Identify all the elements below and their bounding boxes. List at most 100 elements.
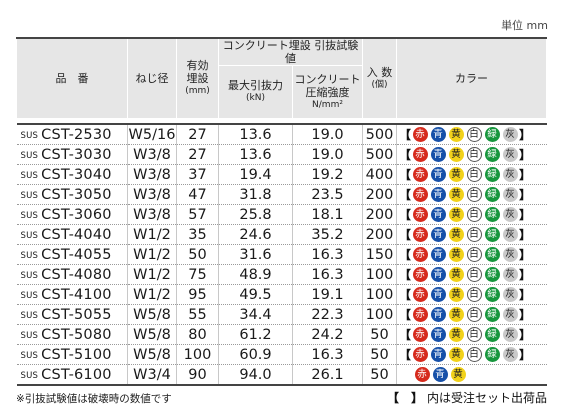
thread-cell: W1/2	[127, 264, 177, 285]
color-chip-green: 緑	[484, 127, 500, 142]
max-pull-cell: 34.4	[218, 304, 293, 325]
model-number: CST-4080	[41, 266, 112, 283]
model-cell: SUS CST-3030	[16, 144, 128, 165]
model-number: CST-3040	[41, 166, 112, 183]
max-pull-cell: 31.6	[218, 244, 293, 265]
color-chip-gray: 灰	[502, 247, 518, 262]
color-chip-yellow: 黄	[448, 207, 464, 222]
footnote-set-shipment-text: 内は受注セット出荷品	[426, 391, 547, 405]
color-chip-white: 白	[466, 347, 482, 362]
quantity-cell: 200	[362, 184, 397, 205]
color-chip-green: 緑	[484, 267, 500, 282]
model-number: CST-3050	[41, 186, 112, 203]
table-row: SUS CST-6100 W3/4 90 94.0 26.1 50 赤青黄	[16, 364, 547, 386]
color-chip-gray: 灰	[502, 307, 518, 322]
color-cell: 【赤青黄白緑灰】	[396, 344, 547, 365]
material-prefix: SUS	[20, 130, 39, 141]
header-model: 品 番	[16, 37, 128, 119]
depth-cell: 27	[176, 144, 219, 165]
color-chip-red: 赤	[412, 327, 428, 342]
strength-cell: 22.3	[292, 304, 363, 325]
footnote-bracket: 【 】	[386, 391, 423, 405]
thread-cell: W1/2	[127, 224, 177, 245]
color-chip-red: 赤	[412, 347, 428, 362]
material-prefix: SUS	[20, 170, 39, 181]
color-chip-gray: 灰	[502, 147, 518, 162]
color-chip-red: 赤	[412, 167, 428, 182]
color-chip-white: 白	[466, 307, 482, 322]
color-chip-green: 緑	[484, 147, 500, 162]
strength-cell: 19.2	[292, 164, 363, 185]
table-row: SUS CST-2530 W5/16 27 13.6 19.0 500 【赤青黄白緑灰】	[16, 124, 547, 145]
color-chip-blue: 青	[430, 307, 446, 322]
thread-cell: W3/8	[127, 144, 177, 165]
color-chip-blue: 青	[430, 267, 446, 282]
material-prefix: SUS	[20, 330, 39, 341]
max-pull-cell: 61.2	[218, 324, 293, 345]
bracket-open: 【	[399, 308, 412, 322]
model-cell: SUS CST-6100	[16, 364, 128, 386]
header-concrete-strength-line3: N/mm²	[312, 99, 343, 110]
header-concrete-strength: コンクリート 圧縮強度 N/mm²	[292, 65, 363, 119]
header-concrete-strength-line2: 圧縮強度	[305, 85, 350, 99]
material-prefix: SUS	[20, 230, 39, 241]
header-quantity-line2: (個)	[371, 79, 388, 90]
depth-cell: 95	[176, 284, 219, 305]
bracket-open: 【	[399, 188, 412, 202]
header-embed-depth: 有効 埋設 (mm)	[176, 37, 219, 119]
color-chip-green: 緑	[484, 287, 500, 302]
color-chip-yellow: 黄	[448, 307, 464, 322]
color-chip-green: 緑	[484, 187, 500, 202]
model-cell: SUS CST-5100	[16, 344, 128, 365]
header-quantity: 入 数 (個)	[362, 37, 397, 119]
bracket-open: 【	[399, 208, 412, 222]
color-chip-yellow: 黄	[448, 167, 464, 182]
model-number: CST-2530	[41, 126, 112, 143]
color-chip-blue: 青	[430, 167, 446, 182]
color-chip-white: 白	[466, 147, 482, 162]
bracket-close: 】	[519, 288, 532, 302]
quantity-cell: 500	[362, 124, 397, 145]
max-pull-cell: 48.9	[218, 264, 293, 285]
max-pull-cell: 13.6	[218, 124, 293, 145]
strength-cell: 19.0	[292, 144, 363, 165]
color-chip-yellow: 黄	[448, 187, 464, 202]
max-pull-cell: 19.4	[218, 164, 293, 185]
color-chip-blue: 青	[430, 147, 446, 162]
color-chip-gray: 灰	[502, 267, 518, 282]
thread-cell: W3/8	[127, 164, 177, 185]
color-chip-green: 緑	[484, 227, 500, 242]
model-cell: SUS CST-3040	[16, 164, 128, 185]
max-pull-cell: 94.0	[218, 364, 293, 386]
material-prefix: SUS	[20, 370, 39, 381]
header-max-pull-line1: 最大引抜力	[228, 79, 283, 92]
color-chip-white: 白	[466, 267, 482, 282]
color-chip-blue: 青	[430, 207, 446, 222]
quantity-cell: 50	[362, 324, 397, 345]
quantity-cell: 50	[362, 364, 397, 386]
strength-cell: 35.2	[292, 224, 363, 245]
color-cell: 【赤青黄白緑灰】	[396, 264, 547, 285]
table-row: SUS CST-4100 W1/2 95 49.5 19.1 100 【赤青黄白緑灰】	[16, 284, 547, 305]
bracket-close: 】	[519, 128, 532, 142]
color-chip-yellow: 黄	[448, 327, 464, 342]
color-chip-gray: 灰	[502, 187, 518, 202]
strength-cell: 18.1	[292, 204, 363, 225]
model-number: CST-4100	[41, 286, 112, 303]
model-cell: SUS CST-3060	[16, 204, 128, 225]
thread-cell: W3/4	[127, 364, 177, 386]
strength-cell: 23.5	[292, 184, 363, 205]
bracket-close: 】	[519, 348, 532, 362]
bracket-open: 【	[399, 228, 412, 242]
quantity-cell: 400	[362, 164, 397, 185]
color-chip-red: 赤	[412, 307, 428, 322]
quantity-cell: 100	[362, 264, 397, 285]
model-cell: SUS CST-3050	[16, 184, 128, 205]
depth-cell: 75	[176, 264, 219, 285]
depth-cell: 37	[176, 164, 219, 185]
color-chip-white: 白	[466, 247, 482, 262]
unit-label: 単位 mm	[501, 19, 548, 32]
color-chip-gray: 灰	[502, 287, 518, 302]
color-chip-yellow: 黄	[448, 147, 464, 162]
strength-cell: 24.2	[292, 324, 363, 345]
